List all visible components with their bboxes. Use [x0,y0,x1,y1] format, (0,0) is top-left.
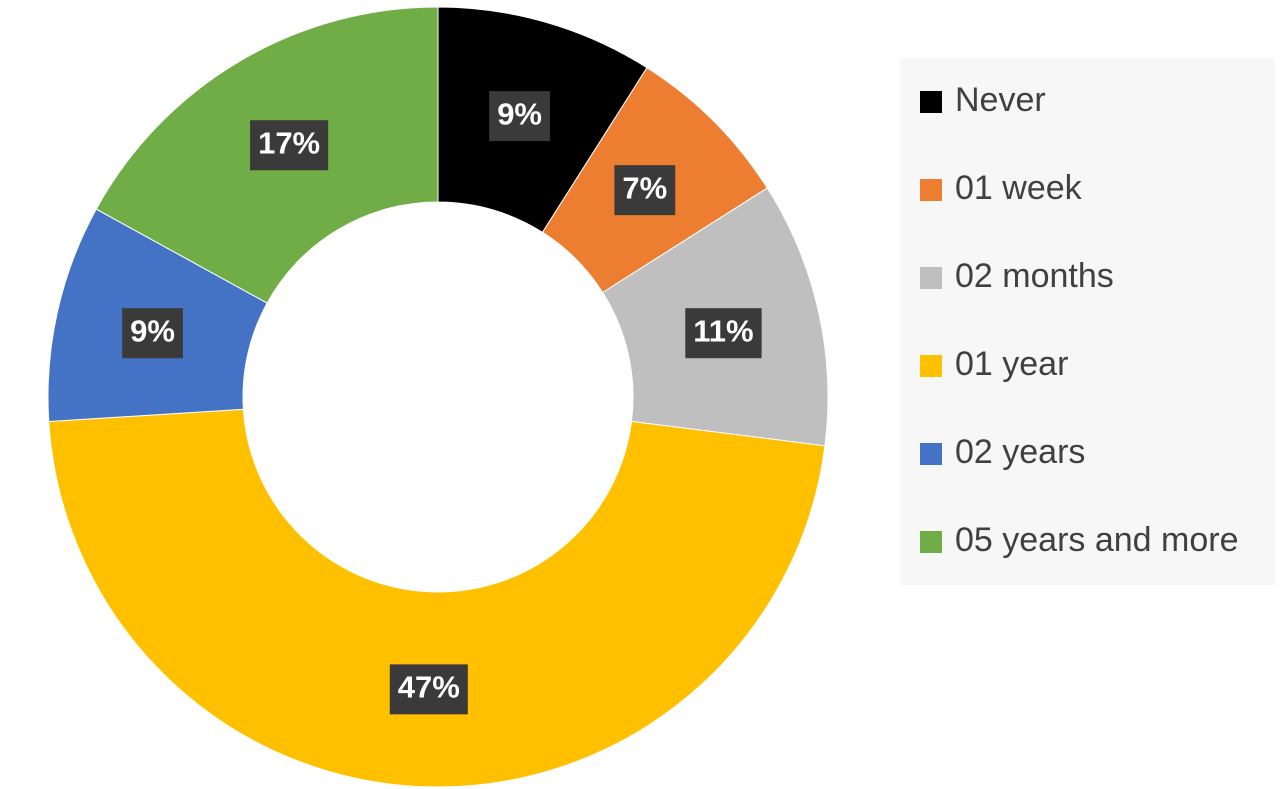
data-label-box [685,308,762,359]
data-label: 9% [497,96,542,131]
data-label: 17% [258,125,320,160]
legend-swatch [920,355,942,377]
data-label: 47% [398,670,460,705]
data-label-box [614,165,676,216]
data-label-box [250,120,329,171]
legend-label: 01 week [955,169,1083,207]
legend-box [900,58,1275,585]
legend-swatch [920,179,942,201]
data-label-box [489,91,551,142]
legend-label: 05 years and more [955,521,1239,559]
data-label-box [389,664,468,715]
legend-label: Never [955,81,1046,119]
data-label-box [122,308,183,359]
data-label: 9% [130,313,175,348]
legend-swatch [920,531,942,553]
legend-swatch [920,443,942,465]
legend-swatch [920,91,942,113]
wedge [48,408,826,788]
data-label: 7% [622,170,667,205]
legend-label: 01 year [955,345,1068,383]
legend-swatch [920,267,942,289]
data-label: 11% [693,313,753,348]
legend-label: 02 years [955,433,1085,471]
legend-label: 02 months [955,257,1114,295]
